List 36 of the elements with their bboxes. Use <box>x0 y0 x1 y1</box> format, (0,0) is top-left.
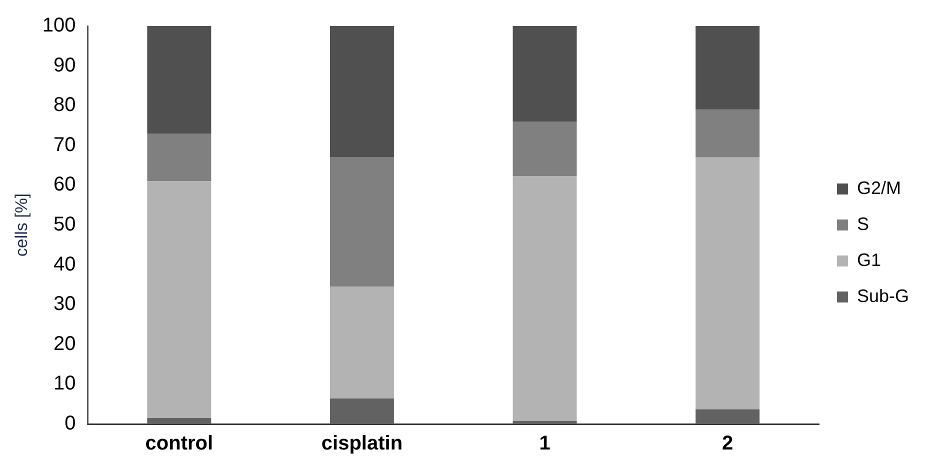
y-tick-label: 90 <box>54 54 76 76</box>
bar <box>696 26 760 110</box>
x-tick-label: 1 <box>539 432 550 455</box>
y-tick-label: 30 <box>54 293 76 316</box>
bar <box>147 26 212 134</box>
bar <box>696 157 760 410</box>
bar <box>512 176 577 421</box>
bar <box>512 420 577 424</box>
legend-label: G2/M <box>856 178 901 198</box>
legend-label: Sub-G <box>856 286 910 306</box>
legend-label: S <box>856 214 869 234</box>
bar <box>330 398 394 424</box>
legend-label: G1 <box>856 250 881 270</box>
x-tick-label: cisplatin <box>321 432 403 455</box>
bar <box>330 286 394 399</box>
bar <box>696 409 760 424</box>
y-tick-label: 80 <box>54 94 76 116</box>
bar <box>330 26 394 158</box>
bar <box>330 157 394 287</box>
y-tick-label: 20 <box>54 332 76 355</box>
y-tick-label: 40 <box>54 253 76 276</box>
bar <box>512 122 577 176</box>
bar <box>696 110 760 158</box>
bar <box>147 181 212 418</box>
y-tick-label: 50 <box>54 214 76 236</box>
y-tick-label: 60 <box>54 174 76 196</box>
bar <box>512 26 577 122</box>
bar <box>147 418 212 424</box>
y-tick-label: 70 <box>54 134 76 156</box>
x-tick-label: 2 <box>722 432 734 455</box>
x-tick-label: control <box>145 432 214 455</box>
y-tick-label: 10 <box>54 372 76 395</box>
y-axis-title: cells [%] <box>12 193 31 257</box>
y-tick-label: 100 <box>42 14 76 37</box>
y-tick-label: 0 <box>64 412 76 435</box>
bar <box>147 133 212 182</box>
